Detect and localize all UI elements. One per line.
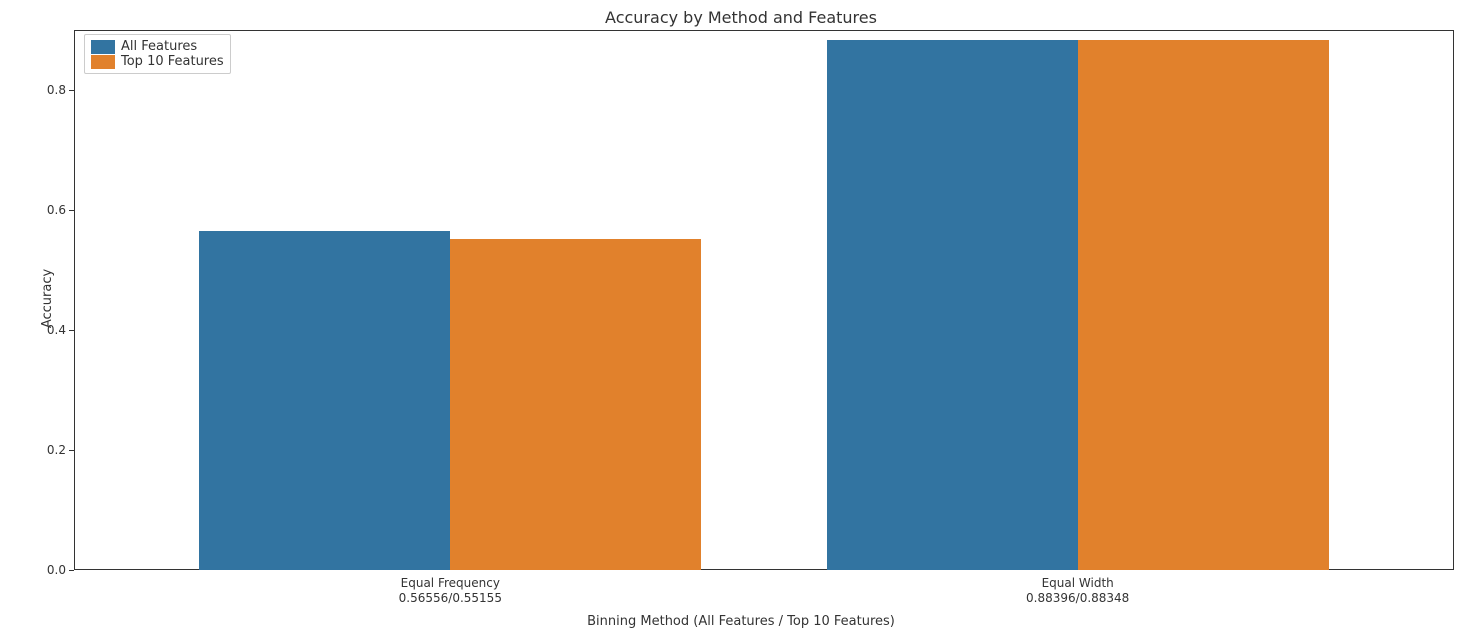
spine-right <box>1453 30 1454 570</box>
legend-label-top10-features: Top 10 Features <box>121 54 224 69</box>
spine-top <box>74 30 1454 31</box>
legend: All Features Top 10 Features <box>84 34 231 74</box>
legend-row: All Features <box>91 39 224 54</box>
legend-row: Top 10 Features <box>91 54 224 69</box>
figure: Accuracy by Method and Features 0.00.20.… <box>0 0 1482 644</box>
chart-title: Accuracy by Method and Features <box>0 8 1482 27</box>
xtick-label: Equal Width 0.88396/0.88348 <box>1026 576 1129 606</box>
ytick-label: 0.2 <box>47 443 74 457</box>
spine-left <box>74 30 75 570</box>
legend-label-all-features: All Features <box>121 39 197 54</box>
bar <box>450 239 701 570</box>
xtick-label: Equal Frequency 0.56556/0.55155 <box>399 576 502 606</box>
ytick-label: 0.6 <box>47 203 74 217</box>
bar <box>1078 40 1329 570</box>
ytick-label: 0.8 <box>47 83 74 97</box>
legend-patch-top10-features <box>91 55 115 69</box>
bar <box>827 40 1078 570</box>
legend-patch-all-features <box>91 40 115 54</box>
axes-area: 0.00.20.40.60.8 Equal Frequency 0.56556/… <box>74 30 1454 570</box>
y-axis-label: Accuracy <box>40 269 55 328</box>
ytick-label: 0.0 <box>47 563 74 577</box>
bar <box>199 231 450 570</box>
x-axis-label: Binning Method (All Features / Top 10 Fe… <box>0 614 1482 629</box>
